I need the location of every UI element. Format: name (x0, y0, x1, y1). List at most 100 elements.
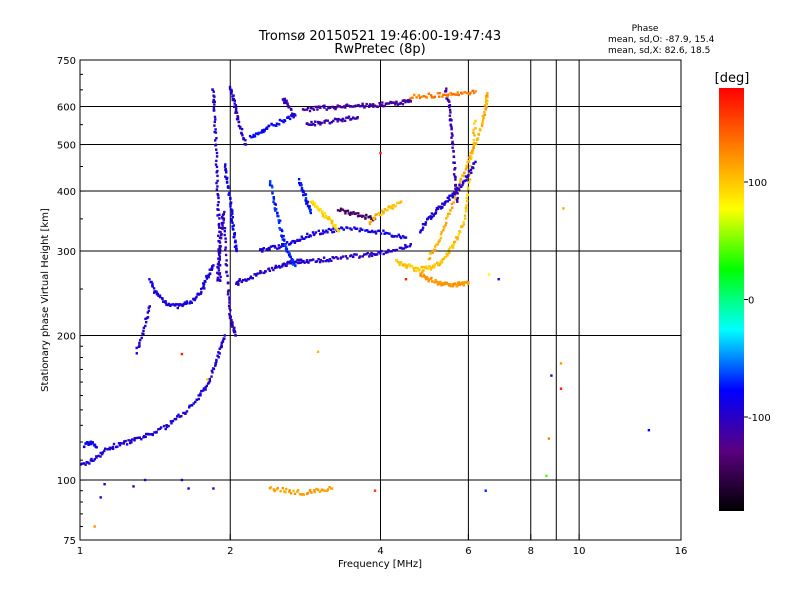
data-point (214, 128, 217, 131)
data-point (164, 301, 167, 304)
data-point (439, 280, 442, 284)
data-point (463, 281, 467, 284)
data-point (353, 253, 356, 256)
data-point (254, 132, 258, 135)
data-point (421, 271, 424, 274)
data-point (474, 160, 477, 164)
data-point (448, 119, 452, 122)
data-point (111, 445, 115, 449)
data-point (456, 192, 459, 195)
data-point (399, 235, 402, 238)
data-point (321, 211, 324, 214)
data-point (300, 186, 304, 190)
data-point (429, 215, 432, 218)
data-point (155, 430, 158, 434)
data-point (306, 232, 309, 236)
data-point (291, 260, 294, 263)
data-point (429, 252, 432, 255)
data-point (266, 248, 269, 251)
data-point (428, 266, 431, 270)
data-point (314, 231, 318, 234)
data-point (259, 270, 262, 273)
data-point (356, 215, 360, 218)
data-point (229, 88, 232, 92)
data-point (361, 102, 364, 105)
data-point (188, 406, 191, 409)
data-point (202, 282, 206, 286)
data-point (93, 458, 97, 461)
data-point (185, 410, 189, 413)
x-tick-label: 8 (528, 546, 534, 557)
data-point (447, 212, 450, 215)
data-point (332, 227, 335, 230)
data-point (374, 230, 377, 233)
data-point (369, 104, 373, 107)
data-point (217, 196, 220, 200)
data-point (392, 249, 395, 252)
data-point (108, 446, 111, 449)
data-point (146, 316, 150, 319)
data-point (218, 347, 221, 350)
data-point (306, 200, 309, 204)
data-point (288, 490, 291, 493)
data-point (224, 169, 228, 173)
data-point (188, 404, 191, 407)
data-point (426, 267, 429, 270)
data-point (170, 422, 173, 425)
data-point (329, 228, 333, 231)
data-point (276, 486, 279, 490)
data-point (200, 287, 203, 291)
data-point (232, 94, 235, 97)
data-point (274, 209, 277, 212)
data-point (205, 277, 209, 280)
data-point (467, 174, 470, 177)
data-point (272, 124, 275, 127)
data-point (456, 236, 459, 239)
data-point (441, 205, 444, 209)
data-point (305, 260, 309, 264)
data-point (93, 443, 97, 446)
data-point (281, 264, 284, 267)
data-point (88, 443, 91, 446)
data-point (165, 424, 168, 427)
data-point (431, 280, 434, 283)
data-point (255, 274, 258, 277)
data-point (228, 193, 231, 196)
data-point (326, 489, 329, 493)
data-point (127, 439, 130, 442)
data-point (382, 252, 385, 256)
data-point (323, 106, 326, 109)
data-point (328, 106, 332, 109)
data-point (379, 232, 383, 235)
data-point (169, 420, 173, 423)
data-point (233, 99, 236, 102)
data-point (230, 321, 234, 324)
data-point (446, 200, 450, 203)
data-point (458, 183, 461, 187)
chart-subtitle: RwPretec (8p) (334, 42, 425, 57)
data-point (453, 192, 456, 196)
data-point (485, 96, 488, 99)
data-point (319, 123, 322, 126)
data-point (406, 245, 409, 248)
data-point (467, 281, 470, 284)
data-point (439, 207, 442, 210)
data-point (82, 445, 86, 449)
data-point (309, 208, 312, 212)
data-point (131, 438, 134, 441)
data-point (213, 103, 216, 106)
data-point (208, 268, 211, 271)
data-point (388, 232, 391, 235)
data-point (229, 202, 232, 206)
data-point (486, 95, 489, 98)
data-point (150, 280, 153, 284)
data-point (164, 300, 167, 303)
data-point (323, 120, 326, 123)
data-point (377, 211, 381, 215)
data-point (147, 306, 150, 309)
data-point (216, 204, 220, 207)
data-point (446, 215, 449, 218)
data-point (251, 277, 254, 280)
data-point (446, 95, 449, 98)
data-point (223, 337, 226, 340)
